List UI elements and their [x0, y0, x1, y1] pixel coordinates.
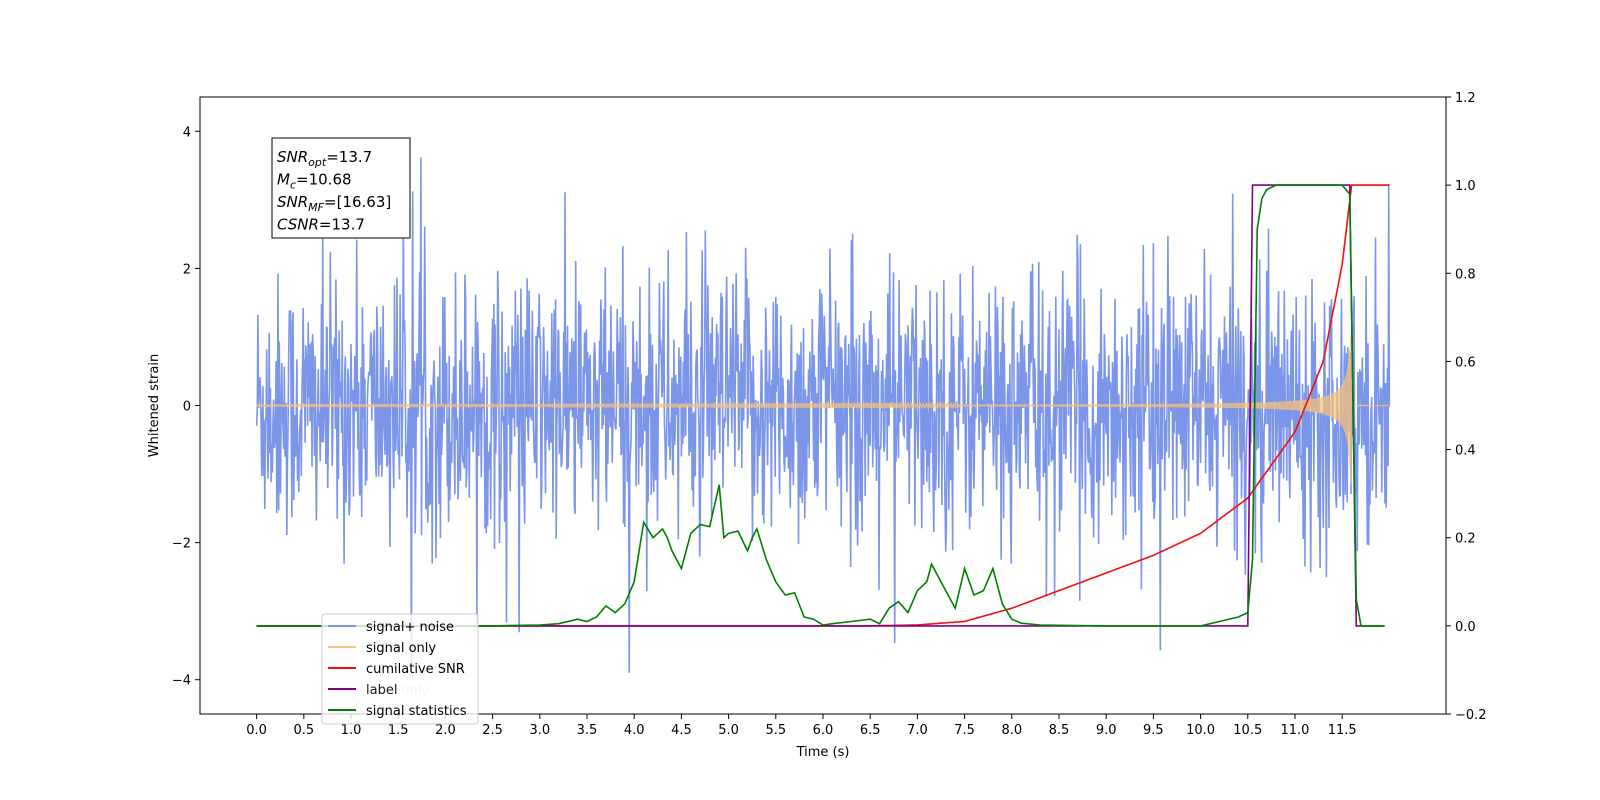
y2-tick-label: 1.0 [1455, 179, 1476, 194]
series-signal-noise [255, 157, 1391, 673]
x-tick-label: 5.0 [718, 723, 739, 738]
x-tick-label: 11.5 [1328, 723, 1357, 738]
legend: signal+ noise signal only cumilative SNR la… [321, 613, 479, 725]
y-tick-label: 4 [183, 125, 191, 140]
legend-label: signal only [366, 641, 436, 656]
legend-label: label [366, 683, 397, 698]
x-tick-label: 6.5 [860, 723, 881, 738]
x-tick-label: 4.0 [624, 723, 645, 738]
y2-tick-label: −0.2 [1455, 708, 1487, 723]
y2-tick-label: 1.2 [1455, 91, 1476, 106]
legend-label: signal statistics [366, 704, 467, 719]
legend-label: signal+ noise [366, 620, 454, 635]
annotation-frame [271, 137, 411, 239]
y-tick-label: −2 [172, 537, 191, 552]
legend-frame [321, 613, 479, 725]
y2-tick-label: 0.6 [1455, 355, 1476, 370]
y-axis-label: Whitened strain [147, 354, 162, 457]
y-axis-right: −0.2 0.0 0.2 0.4 0.6 0.8 1.0 1.2 [1446, 91, 1487, 723]
x-tick-label: 3.5 [577, 723, 598, 738]
x-tick-label: 1.5 [388, 723, 409, 738]
y-tick-label: −4 [172, 674, 191, 689]
x-axis-label: Time (s) [796, 745, 850, 760]
plot-area [255, 157, 1391, 673]
x-tick-label: 11.0 [1280, 723, 1309, 738]
x-tick-label: 9.5 [1143, 723, 1164, 738]
x-tick-label: 3.0 [529, 723, 550, 738]
y-tick-label: 0 [183, 400, 191, 415]
x-tick-label: 10.0 [1186, 723, 1215, 738]
x-tick-label: 6.0 [813, 723, 834, 738]
annotation-line: SNRopt=13.7 [277, 148, 372, 169]
x-tick-label: 7.5 [954, 723, 975, 738]
x-tick-label: 8.5 [1049, 723, 1070, 738]
x-tick-label: 10.5 [1233, 723, 1262, 738]
legend-label-faded: label only [366, 683, 429, 698]
x-tick-label: 0.5 [293, 723, 314, 738]
x-tick-label: 9.0 [1096, 723, 1117, 738]
y-tick-label: 2 [183, 262, 191, 277]
y2-tick-label: 0.0 [1455, 620, 1476, 635]
y2-tick-label: 0.2 [1455, 532, 1476, 547]
y2-tick-label: 0.4 [1455, 444, 1476, 459]
x-tick-label: 7.0 [907, 723, 928, 738]
x-tick-label: 2.5 [482, 723, 503, 738]
x-tick-label: 8.0 [1001, 723, 1022, 738]
x-tick-label: 5.5 [765, 723, 786, 738]
annotation-line: SNRMF=[16.63] [277, 193, 391, 214]
x-tick-label: 0.0 [246, 723, 267, 738]
x-tick-label: 1.0 [341, 723, 362, 738]
y-axis-left: −4 −2 0 2 4 [172, 125, 200, 689]
x-tick-label: 4.5 [671, 723, 692, 738]
x-tick-label: 2.0 [435, 723, 456, 738]
legend-label: cumilative SNR [366, 662, 465, 677]
series-cumulative-snr [256, 184, 1390, 627]
annotation-line: CSNR=13.7 [277, 216, 365, 234]
series-signal-statistics [256, 184, 1385, 627]
annotation-line: Mc=10.68 [277, 171, 352, 192]
y2-tick-label: 0.8 [1455, 267, 1476, 282]
series-signal-only [256, 326, 1390, 485]
x-axis: 0.0 0.5 1.0 1.5 2.0 2.5 3.0 3.5 4.0 4.5 5.0 5.5 6.0 6… [246, 714, 1357, 738]
